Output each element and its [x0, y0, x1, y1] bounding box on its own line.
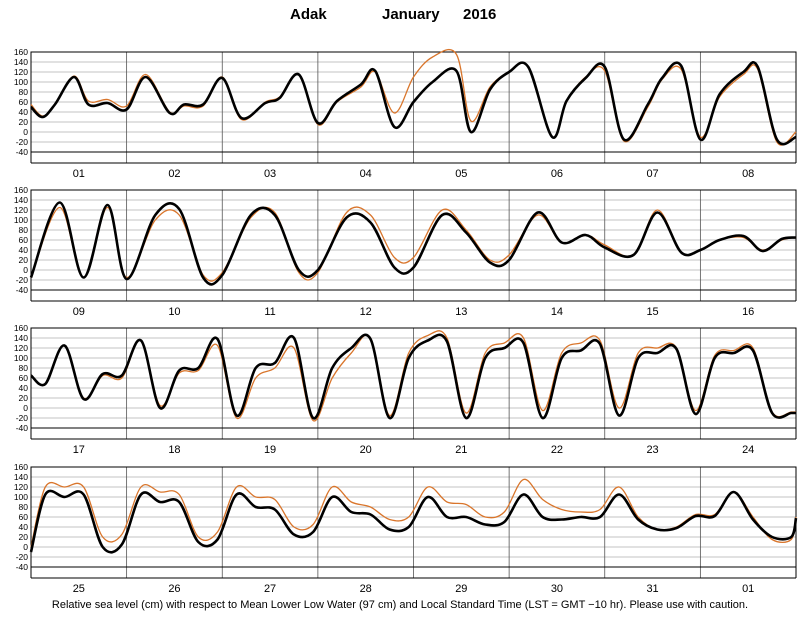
- day-label: 12: [360, 306, 372, 318]
- y-tick-label: 60: [19, 235, 29, 245]
- day-label: 21: [455, 444, 467, 456]
- day-label: 28: [360, 583, 372, 595]
- y-tick-label: 0: [23, 542, 28, 552]
- y-tick-label: 80: [19, 502, 29, 512]
- observed-series-line: [29, 489, 798, 554]
- day-label: 01: [742, 583, 754, 595]
- y-tick-label: -40: [16, 147, 29, 157]
- y-tick-label: 160: [14, 323, 28, 333]
- y-tick-label: 60: [19, 512, 29, 522]
- day-label: 18: [168, 444, 180, 456]
- y-tick-label: 120: [14, 205, 28, 215]
- y-tick-label: 120: [14, 482, 28, 492]
- y-tick-label: 80: [19, 225, 29, 235]
- y-tick-label: -40: [16, 562, 29, 572]
- title-month: January: [382, 6, 440, 23]
- chart-title: Adak January 2016: [0, 6, 800, 26]
- day-label: 17: [73, 444, 85, 456]
- observed-series-line: [30, 333, 796, 420]
- day-label: 31: [646, 583, 658, 595]
- day-label: 07: [646, 168, 658, 180]
- day-label: 23: [646, 444, 658, 456]
- day-label: 27: [264, 583, 276, 595]
- day-label: 20: [360, 444, 372, 456]
- y-tick-label: 20: [19, 117, 29, 127]
- day-label: 08: [742, 168, 754, 180]
- y-tick-label: 160: [14, 185, 28, 195]
- day-label: 09: [73, 306, 85, 318]
- y-tick-label: 60: [19, 97, 29, 107]
- day-label: 02: [168, 168, 180, 180]
- y-tick-label: 40: [19, 383, 29, 393]
- y-tick-label: 120: [14, 67, 28, 77]
- day-label: 19: [264, 444, 276, 456]
- y-tick-label: -20: [16, 137, 29, 147]
- y-tick-label: 120: [14, 343, 28, 353]
- day-label: 15: [646, 306, 658, 318]
- y-tick-label: 40: [19, 245, 29, 255]
- y-tick-label: 60: [19, 373, 29, 383]
- day-label: 14: [551, 306, 563, 318]
- y-tick-label: 80: [19, 87, 29, 97]
- observed-series-line: [29, 201, 797, 286]
- y-tick-label: 40: [19, 522, 29, 532]
- y-tick-label: 100: [14, 77, 28, 87]
- panel-frame: [30, 327, 797, 429]
- day-label: 01: [73, 168, 85, 180]
- title-year: 2016: [463, 6, 497, 23]
- y-tick-label: 140: [14, 333, 28, 343]
- y-tick-label: 100: [14, 215, 28, 225]
- y-tick-label: 20: [19, 532, 29, 542]
- day-label: 24: [742, 444, 754, 456]
- day-label: 11: [264, 306, 275, 318]
- day-label: 16: [742, 306, 754, 318]
- y-tick-label: 80: [19, 363, 29, 373]
- y-tick-label: 0: [23, 127, 28, 137]
- panel-frame: [30, 51, 797, 153]
- observed-series-line: [30, 61, 797, 146]
- y-tick-label: 100: [14, 492, 28, 502]
- y-tick-label: -40: [16, 423, 29, 433]
- title-station: Adak: [290, 6, 327, 23]
- day-label: 03: [264, 168, 276, 180]
- y-tick-label: 20: [19, 255, 29, 265]
- y-tick-label: 140: [14, 472, 28, 482]
- day-label: 10: [168, 306, 180, 318]
- panel-frame: [30, 189, 797, 291]
- y-tick-label: 100: [14, 353, 28, 363]
- day-label: 25: [73, 583, 85, 595]
- day-label: 26: [168, 583, 180, 595]
- y-tick-label: 160: [14, 462, 28, 472]
- y-tick-label: 140: [14, 57, 28, 67]
- y-tick-label: -20: [16, 552, 29, 562]
- y-tick-label: 20: [19, 393, 29, 403]
- day-label: 13: [455, 306, 467, 318]
- y-tick-label: 140: [14, 195, 28, 205]
- y-tick-label: 0: [23, 265, 28, 275]
- day-label: 05: [455, 168, 467, 180]
- y-tick-label: -40: [16, 285, 29, 295]
- day-label: 06: [551, 168, 563, 180]
- y-tick-label: 160: [14, 47, 28, 57]
- y-tick-label: -20: [16, 413, 29, 423]
- day-label: 04: [360, 168, 372, 180]
- y-tick-label: 40: [19, 107, 29, 117]
- day-label: 29: [455, 583, 467, 595]
- y-tick-label: -20: [16, 275, 29, 285]
- day-label: 30: [551, 583, 563, 595]
- footnote: Relative sea level (cm) with respect to …: [51, 599, 749, 611]
- day-label: 22: [551, 444, 563, 456]
- y-tick-label: 0: [23, 403, 28, 413]
